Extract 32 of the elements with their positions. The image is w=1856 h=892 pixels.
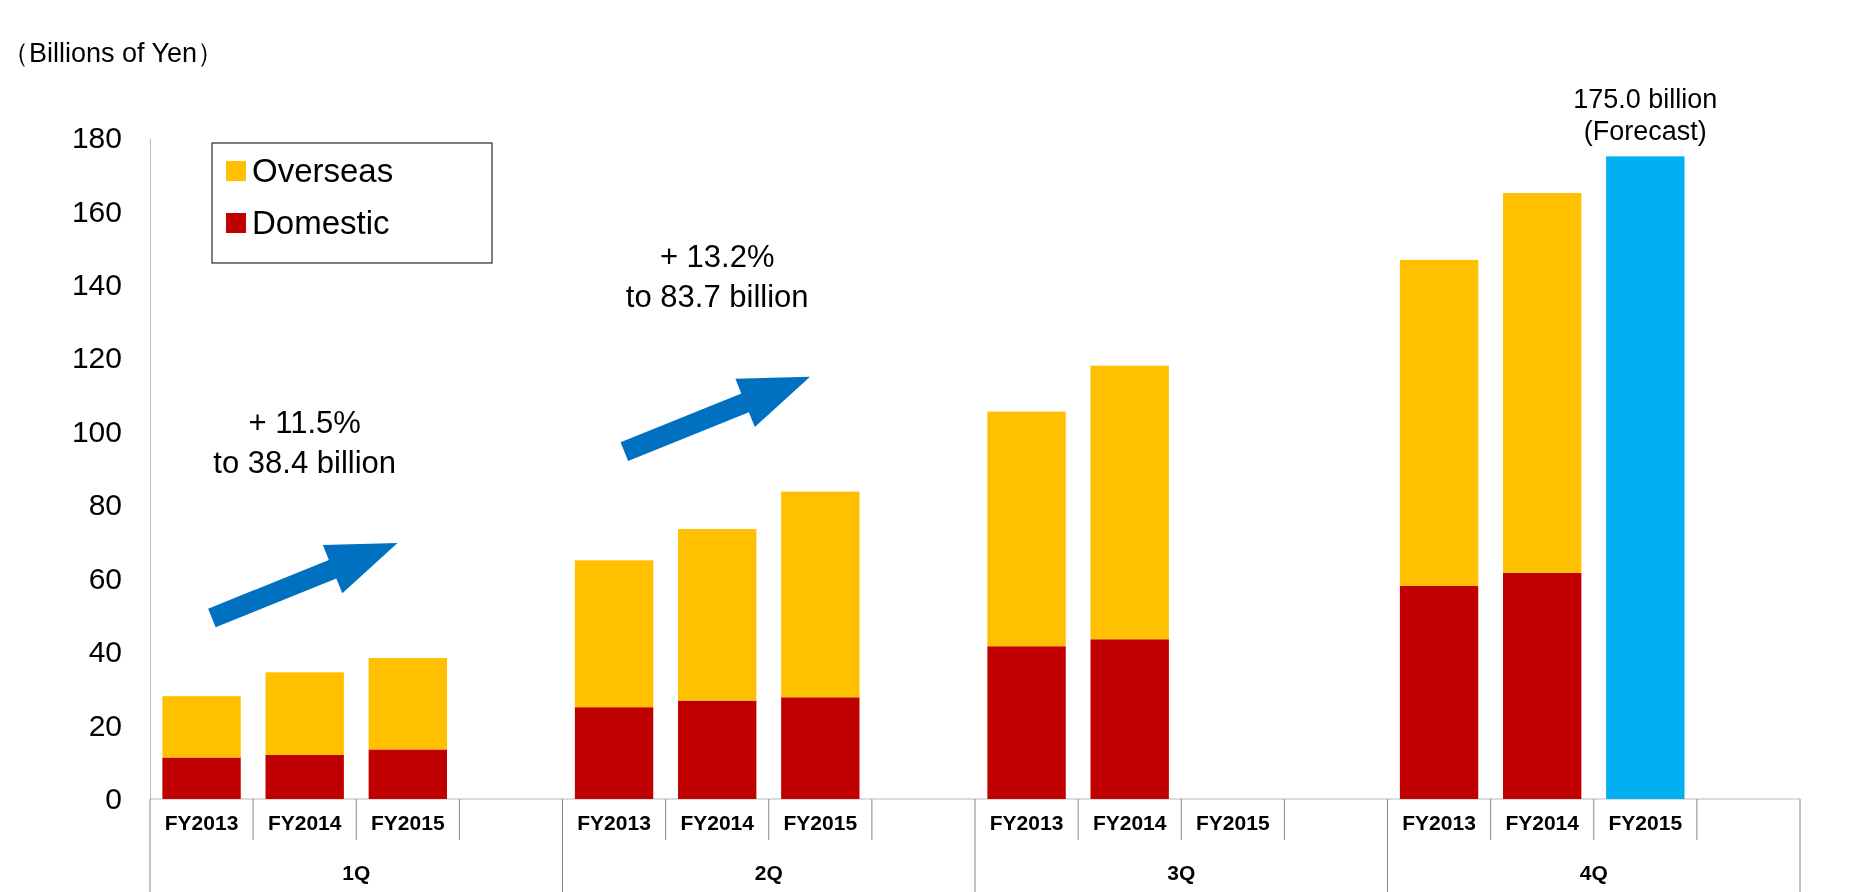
- x-tick-label: FY2014: [1505, 811, 1580, 834]
- x-tick-label: FY2015: [1608, 811, 1683, 834]
- y-tick-label: 40: [88, 635, 122, 669]
- x-tick-label: FY2014: [680, 811, 755, 834]
- x-tick-label: FY2013: [164, 811, 239, 834]
- legend-label: Domestic: [252, 204, 390, 241]
- x-tick-label: FY2015: [371, 811, 445, 834]
- y-tick-label: 180: [71, 121, 122, 155]
- y-tick-label: 120: [71, 341, 122, 375]
- y-tick-label: 60: [88, 561, 122, 595]
- annotation: + 11.5% to 38.4 billion: [213, 404, 397, 480]
- text: 4Q: [1579, 861, 1608, 884]
- y-tick-label: 160: [71, 194, 122, 228]
- x-tick-label: FY2015: [783, 811, 858, 834]
- data-label: 175.0 billion (Forecast): [1573, 84, 1718, 147]
- annotation: + 13.2% to 83.7 billion: [625, 238, 809, 314]
- y-tick-label: 0: [105, 782, 122, 816]
- legend-label: Overseas: [252, 152, 394, 189]
- y-tick-label: 100: [71, 414, 122, 448]
- x-tick-label: FY2013: [1402, 811, 1476, 834]
- x-tick-label: FY2015: [1196, 811, 1270, 834]
- text: 2Q: [754, 861, 783, 884]
- y-tick-label: 20: [88, 708, 122, 742]
- y-axis-title: （Billions of Yen）: [2, 38, 225, 68]
- x-tick-label: FY2013: [577, 811, 651, 834]
- y-tick-label: 140: [71, 267, 122, 301]
- x-tick-label: FY2014: [267, 811, 342, 834]
- x-tick-label: FY2014: [1092, 811, 1167, 834]
- text: 1Q: [342, 861, 371, 884]
- text: 3Q: [1167, 861, 1196, 884]
- y-tick-label: 80: [88, 488, 122, 522]
- x-tick-label: FY2013: [989, 811, 1064, 834]
